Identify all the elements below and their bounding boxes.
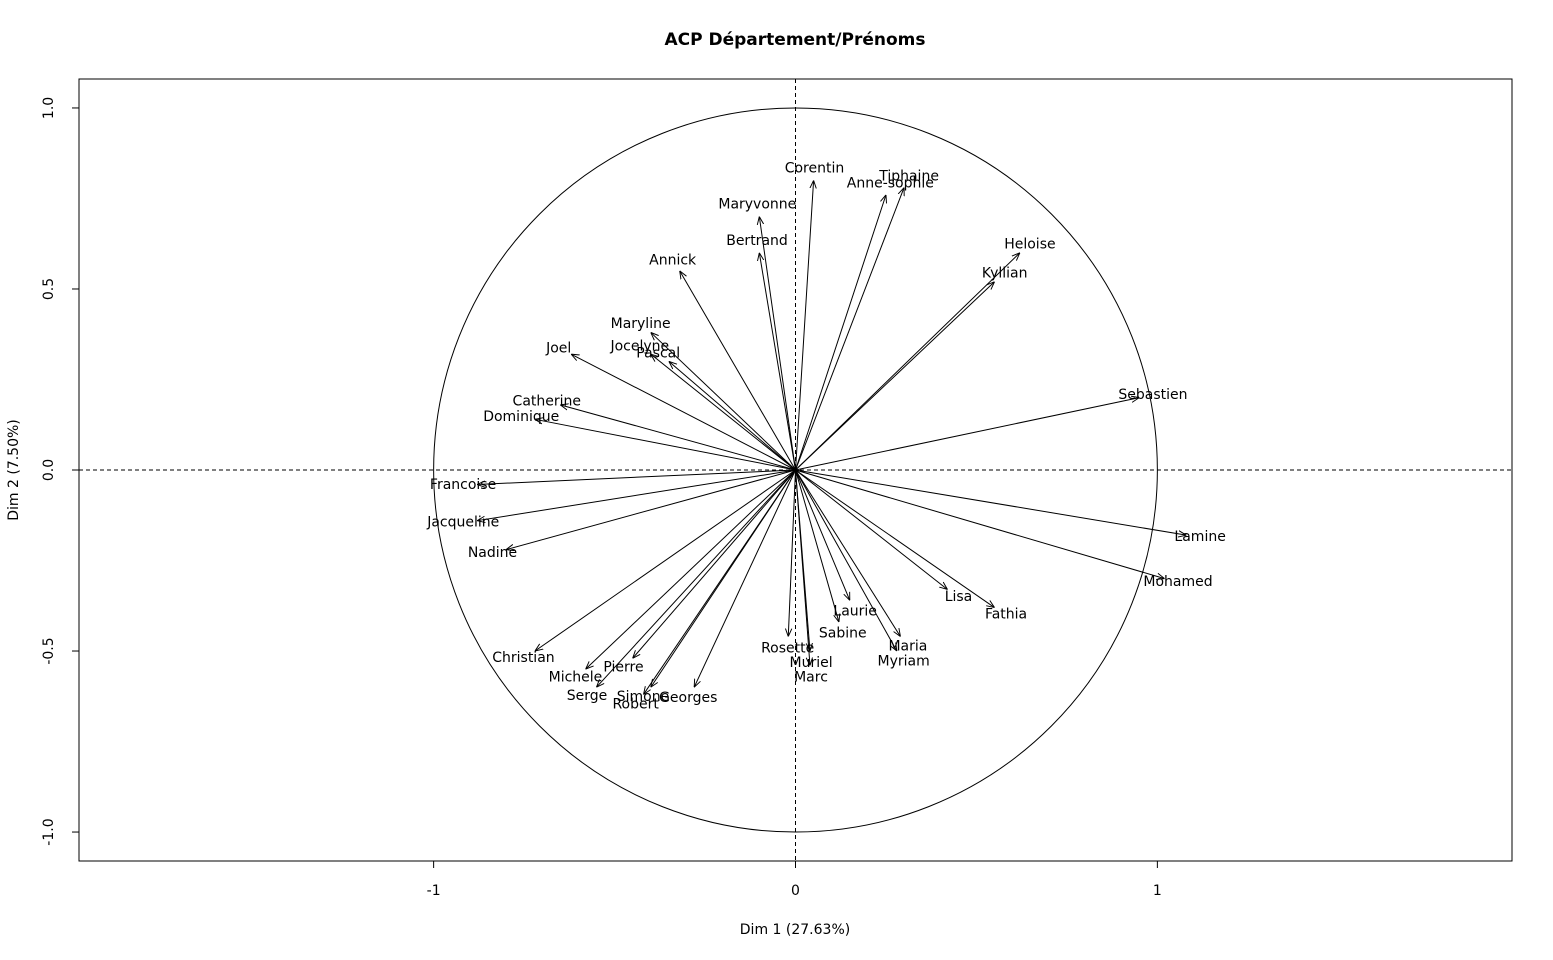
loading-arrow xyxy=(596,469,796,687)
loading-arrow xyxy=(506,469,796,550)
chart-title: ACP Département/Prénoms xyxy=(664,30,925,50)
loading-arrow xyxy=(795,188,905,471)
x-tick-label: -1 xyxy=(427,883,441,899)
loading-arrow xyxy=(586,469,796,669)
loading-arrow xyxy=(795,469,1165,579)
loading-arrow xyxy=(651,469,796,687)
x-axis-label: Dim 1 (27.63%) xyxy=(740,922,850,938)
variable-label: Lisa xyxy=(945,589,973,605)
variable-label: Maryvonne xyxy=(718,197,796,213)
variable-label: Corentin xyxy=(785,160,845,176)
variable-label: Francoise xyxy=(430,477,496,493)
variable-label: Pascal xyxy=(636,346,680,362)
x-tick-label: 1 xyxy=(1153,883,1162,899)
y-tick-label: -0.5 xyxy=(41,637,57,664)
loading-arrow xyxy=(694,469,796,687)
variable-label: Jacqueline xyxy=(426,515,499,531)
loading-arrow xyxy=(795,282,995,471)
loading-arrow xyxy=(795,469,995,608)
variable-label: Joel xyxy=(545,341,571,357)
loading-arrow xyxy=(535,419,796,471)
loading-arrow xyxy=(651,354,796,471)
loading-arrow xyxy=(795,469,810,666)
loading-arrow xyxy=(669,361,796,471)
variable-label: Serge xyxy=(567,688,608,704)
loading-arrow xyxy=(795,469,901,637)
variable-label: Maria xyxy=(888,639,927,655)
loading-arrow xyxy=(535,469,796,651)
variable-label: Anne-sophie xyxy=(847,175,934,191)
loading-arrow xyxy=(651,332,796,471)
loading-arrow xyxy=(759,253,796,471)
variable-label: Myriam xyxy=(878,653,930,669)
variable-label: Nadine xyxy=(468,545,517,561)
variable-label: Heloise xyxy=(1004,236,1055,252)
loading-arrow xyxy=(795,469,897,651)
variable-label: Maryline xyxy=(611,316,671,332)
loading-arrow xyxy=(795,253,1020,471)
loading-arrow xyxy=(788,469,796,637)
variable-label: Sabine xyxy=(819,626,867,642)
y-axis-label: Dim 2 (7.50%) xyxy=(6,419,22,521)
loading-arrow xyxy=(633,469,796,658)
variable-label: Annick xyxy=(649,253,697,269)
y-tick-label: -1.0 xyxy=(41,818,57,845)
y-tick-label: 0.5 xyxy=(41,278,57,300)
variable-label: Georges xyxy=(659,690,717,706)
loading-arrow xyxy=(795,398,1140,471)
loading-arrow xyxy=(477,469,796,521)
variable-label: Laurie xyxy=(833,603,877,619)
variable-label: Kyllian xyxy=(982,265,1028,281)
variable-label: Rosette xyxy=(761,641,814,657)
loading-arrow xyxy=(795,180,814,471)
loading-arrow xyxy=(759,217,796,471)
variable-label: Robert xyxy=(612,696,659,712)
x-tick-label: 0 xyxy=(791,883,800,899)
variable-label: Tiphaine xyxy=(878,168,939,184)
variable-label: Dominique xyxy=(483,409,559,425)
loading-arrow xyxy=(680,271,796,471)
loading-arrow xyxy=(795,469,839,622)
variable-label: Jocelyne xyxy=(609,339,669,355)
variable-label: Michele xyxy=(549,669,603,685)
variable-label: Fathia xyxy=(985,606,1027,622)
variable-label: Catherine xyxy=(513,394,581,410)
loading-arrow xyxy=(795,469,1187,535)
loading-arrow xyxy=(795,469,948,589)
variable-label: Marc xyxy=(794,669,828,685)
variable-label: Pierre xyxy=(603,659,643,675)
y-tick-label: 1.0 xyxy=(41,97,57,119)
variable-label: Lamine xyxy=(1174,529,1225,545)
variable-label: Simone xyxy=(617,689,669,705)
loading-arrow xyxy=(795,469,850,600)
variable-label: Sebastien xyxy=(1118,387,1187,403)
loading-arrow xyxy=(477,469,796,484)
variable-label: Bertrand xyxy=(726,233,788,249)
loading-arrow xyxy=(795,195,886,471)
loading-arrow xyxy=(560,405,796,471)
y-tick-label: 0.0 xyxy=(41,459,57,481)
variable-label: Mohamed xyxy=(1143,574,1212,590)
loading-arrow xyxy=(571,354,796,471)
variable-label: Christian xyxy=(492,650,554,666)
